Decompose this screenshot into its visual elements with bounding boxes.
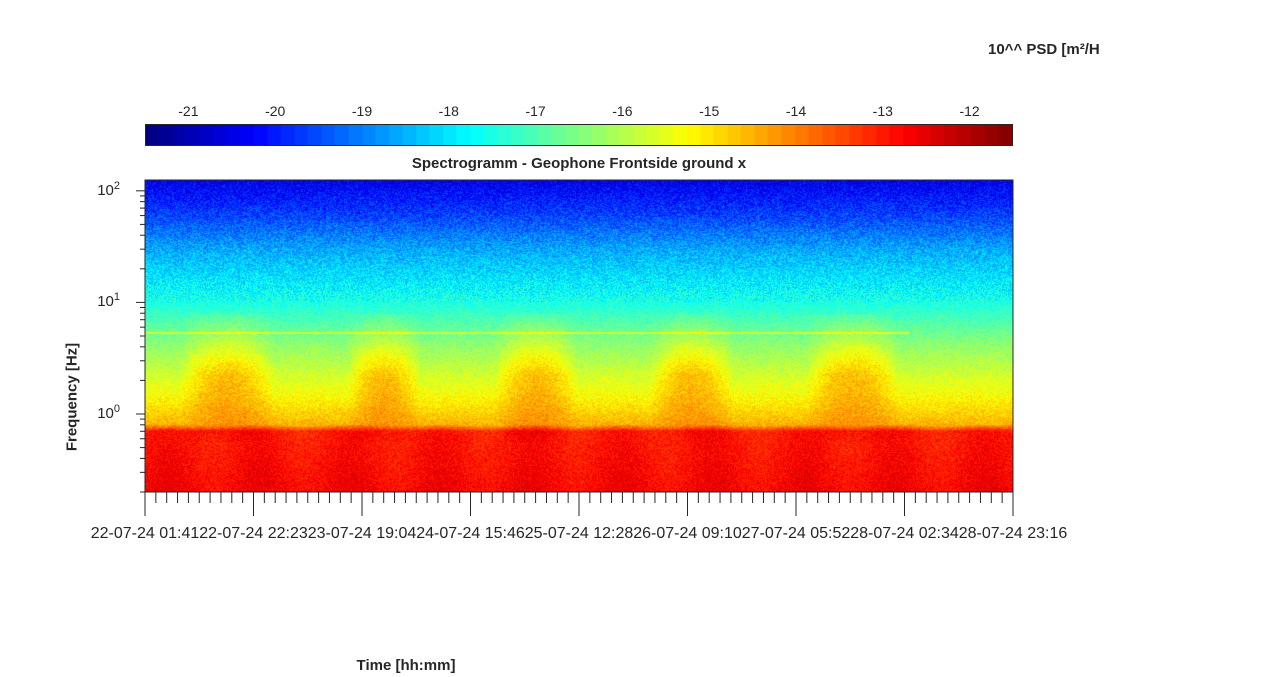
colorbar-tick-label: -19	[351, 103, 373, 119]
colorbar	[145, 124, 1013, 146]
y-tick-label: 100	[97, 403, 120, 422]
x-tick-label: 22-07-24 01:41	[90, 525, 200, 542]
colorbar-tick-label: -21	[178, 103, 199, 119]
x-tick-label: 27-07-24 05:52	[741, 525, 851, 542]
x-tick-label: 28-07-24 23:16	[958, 525, 1068, 542]
y-tick-label: 102	[97, 179, 120, 199]
chart-title: Spectrogramm - Geophone Frontside ground…	[411, 155, 747, 172]
x-tick-label: 24-07-24 15:46	[416, 525, 525, 542]
colorbar-tick-label: -17	[525, 103, 546, 119]
colorbar-label: 10^^ PSD [m²/H	[988, 41, 1100, 58]
colorbar-tick-label: -20	[265, 103, 286, 119]
x-tick-label: 25-07-24 12:28	[524, 525, 634, 542]
y-tick-label: 101	[97, 291, 120, 311]
x-tick-label: 22-07-24 22:23	[199, 525, 308, 542]
colorbar-tick-label: -12	[959, 103, 980, 119]
x-tick-label: 23-07-24 19:04	[307, 525, 417, 542]
colorbar-tick-label: -18	[438, 103, 459, 119]
colorbar-tick-label: -16	[612, 103, 633, 119]
colorbar-tick-label: -15	[699, 103, 720, 119]
x-tick-label: 28-07-24 02:34	[850, 525, 959, 542]
colorbar-tick-label: -13	[872, 103, 893, 119]
x-axis-label: Time [hh:mm]	[356, 657, 456, 674]
spectrogram-heatmap	[145, 180, 1013, 492]
colorbar-tick-label: -14	[785, 103, 807, 119]
y-axis-label: Frequency [Hz]	[63, 342, 81, 452]
x-tick-label: 26-07-24 09:10	[633, 525, 742, 542]
